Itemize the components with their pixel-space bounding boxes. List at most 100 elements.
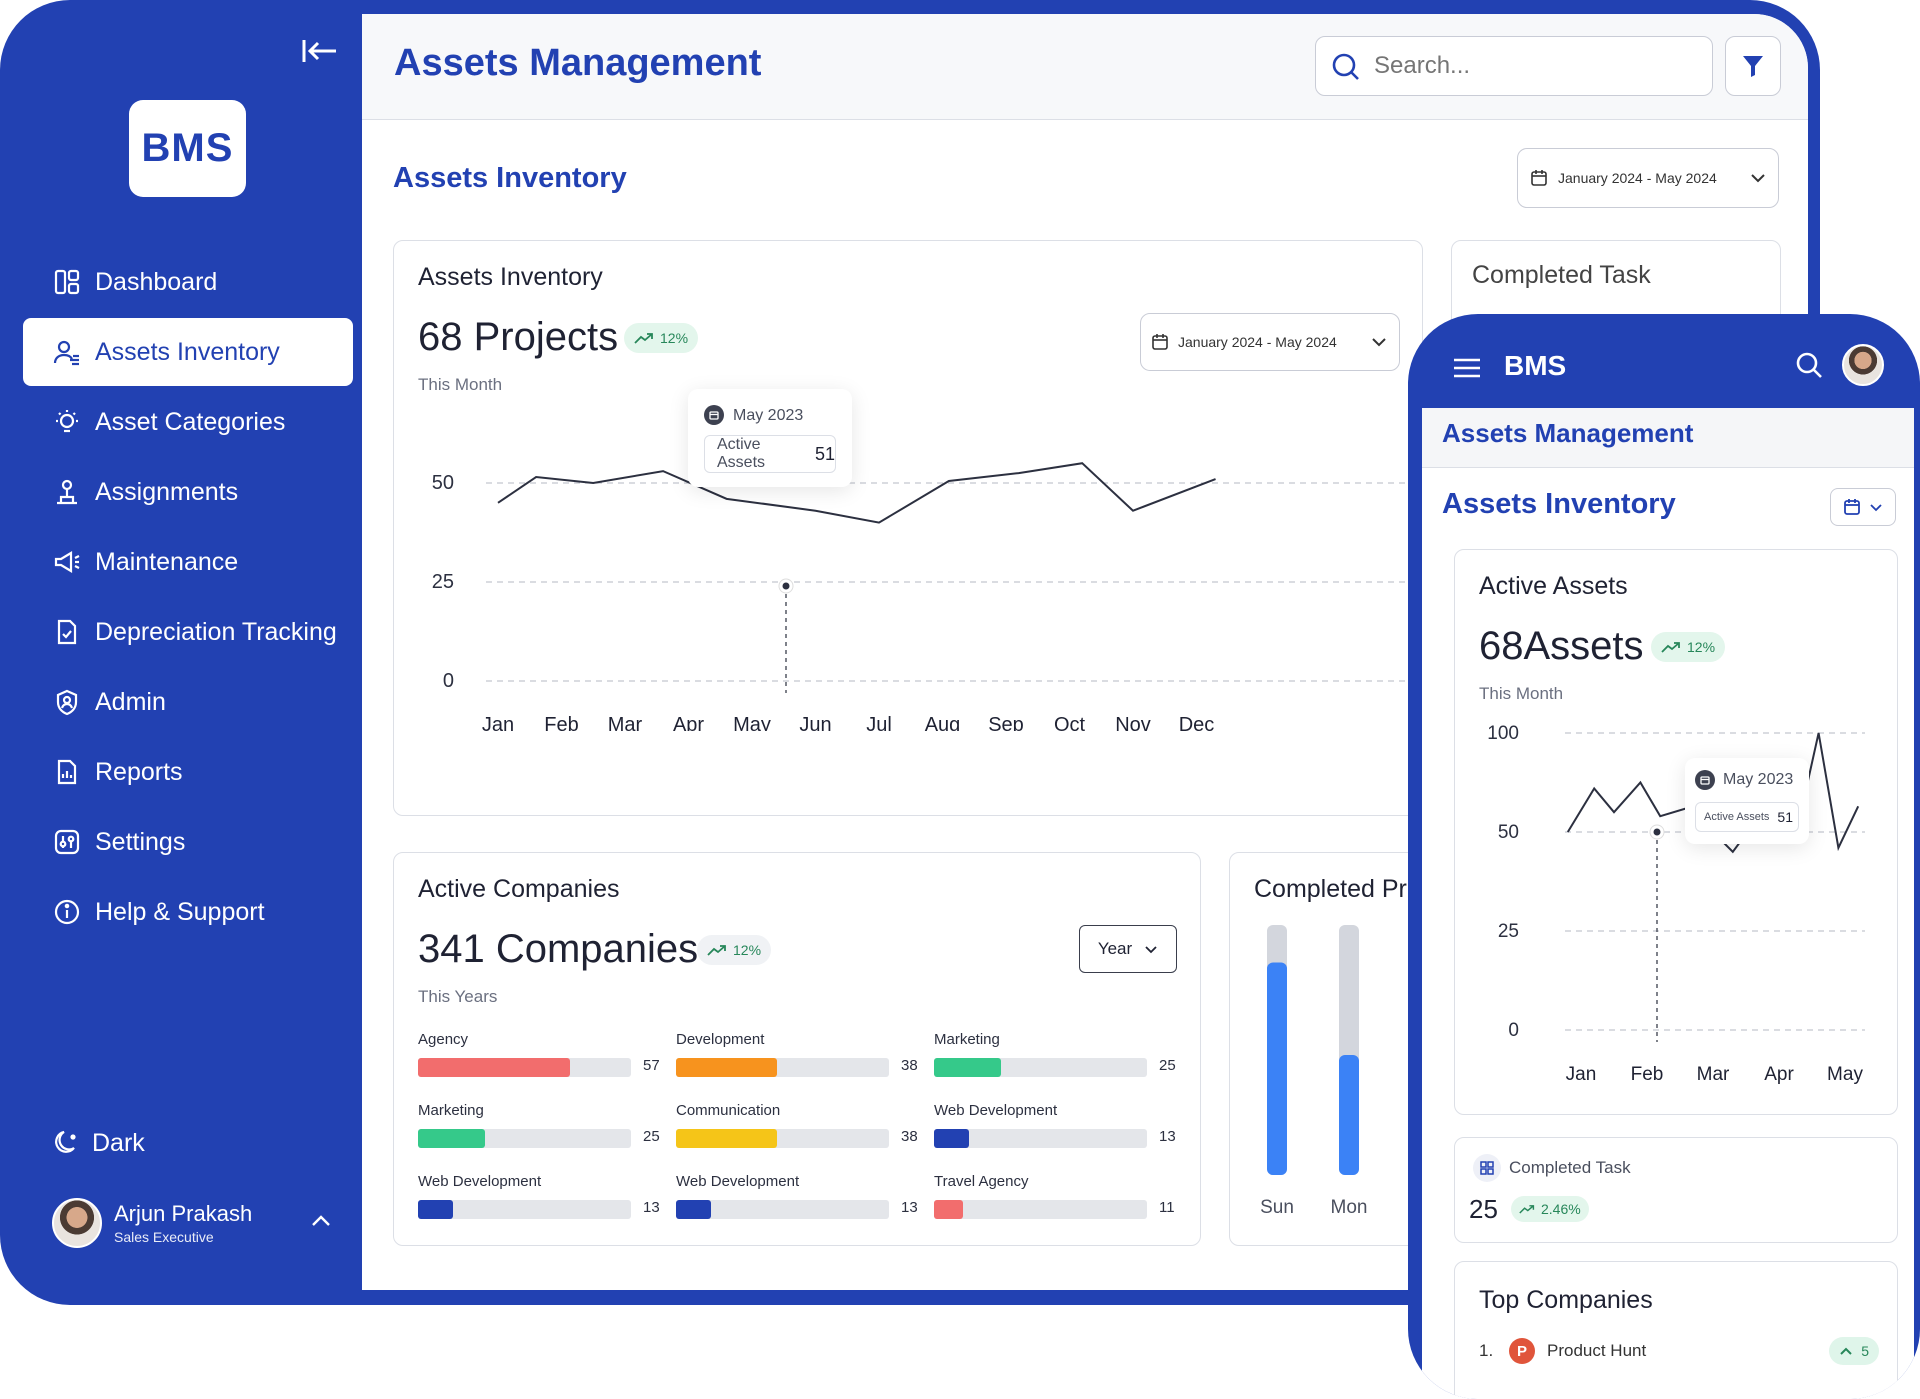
- sidebar-item-help-support[interactable]: Help & Support: [23, 878, 353, 946]
- sidebar-item-reports[interactable]: Reports: [23, 738, 353, 806]
- company-bar-fill: [676, 1129, 778, 1148]
- y-tick-label: 25: [1498, 921, 1519, 942]
- assets-line-chart[interactable]: 0 25 50 100 Jan Feb Mar Apr May Jun Jul Aug Sep Oct No…: [394, 391, 1422, 731]
- x-tick-label: Jan: [1566, 1064, 1597, 1085]
- company-bar-fill: [418, 1129, 485, 1148]
- company-bar-track: [676, 1129, 889, 1148]
- date-picker-button[interactable]: [1830, 488, 1896, 526]
- chevron-up-icon[interactable]: [310, 1214, 332, 1233]
- sidebar-item-label: Assignments: [95, 477, 239, 506]
- x-tick-label: Sun: [1260, 1197, 1294, 1218]
- collapse-sidebar-icon[interactable]: [300, 34, 340, 68]
- completed-task-card: Completed Task 25 2.46%: [1454, 1137, 1898, 1243]
- company-bar-item: Development 38: [676, 1031, 918, 1077]
- sidebar: BMS Dashboard Assets Inventory Asset Cat…: [0, 0, 362, 1305]
- sidebar-item-depreciation-tracking[interactable]: Depreciation Tracking: [23, 598, 353, 666]
- company-bar-track: [934, 1200, 1147, 1219]
- trend-value: 2.46%: [1541, 1201, 1581, 1217]
- sidebar-item-assignments[interactable]: Assignments: [23, 458, 353, 526]
- dark-mode-toggle[interactable]: Dark: [52, 1128, 145, 1158]
- sliders-icon: [53, 828, 81, 856]
- active-assets-card: Active Assets 68Assets 12% This Month 0 2…: [1454, 549, 1898, 1115]
- card-title: Active Assets: [1479, 572, 1628, 600]
- company-bar-item: Web Development 13: [676, 1173, 918, 1219]
- company-bar-track: [934, 1129, 1147, 1148]
- search-icon[interactable]: [1794, 350, 1824, 385]
- chevron-down-icon: [1870, 503, 1882, 511]
- series-line: [497, 462, 1216, 524]
- company-bar-label: Travel Agency: [934, 1173, 1029, 1190]
- trend-value: 12%: [733, 942, 762, 958]
- company-bar-value: 25: [643, 1128, 660, 1145]
- company-bar-fill: [418, 1200, 453, 1219]
- sidebar-item-label: Asset Categories: [95, 407, 286, 436]
- user-role: Sales Executive: [114, 1229, 214, 1245]
- dark-mode-label: Dark: [92, 1128, 145, 1157]
- y-tick-label: 50: [1498, 822, 1519, 843]
- sidebar-item-maintenance[interactable]: Maintenance: [23, 528, 353, 596]
- chart-date-range-picker[interactable]: January 2024 - May 2024: [1140, 313, 1400, 371]
- company-name: Product Hunt: [1547, 1341, 1647, 1360]
- filter-icon: [1743, 56, 1763, 77]
- sidebar-item-label: Dashboard: [95, 267, 218, 296]
- list-item[interactable]: 1. P Product Hunt 5: [1479, 1334, 1879, 1368]
- trend-badge: 12%: [1651, 632, 1726, 662]
- active-companies-card: Active Companies 341 Companies 12% This …: [393, 852, 1201, 1246]
- lightbulb-icon: [53, 408, 81, 436]
- company-bar-track: [676, 1058, 889, 1077]
- x-tick-label: Jan: [482, 714, 514, 731]
- sidebar-item-label: Settings: [95, 827, 186, 856]
- sidebar-item-assets-inventory[interactable]: Assets Inventory: [23, 318, 353, 386]
- card-title: Assets Inventory: [418, 263, 603, 291]
- trend-up-icon: [634, 333, 653, 344]
- product-hunt-logo-icon: P: [1509, 1338, 1535, 1364]
- marker-point: [1653, 828, 1661, 836]
- active-assets-line-chart[interactable]: 0 25 50 100 Jan Feb Mar Apr May: [1455, 700, 1895, 1100]
- search-box[interactable]: [1315, 36, 1713, 96]
- x-tick-label: Apr: [1764, 1064, 1794, 1085]
- sidebar-item-settings[interactable]: Settings: [23, 808, 353, 876]
- avatar[interactable]: [1842, 344, 1884, 386]
- x-tick-label: Dec: [1179, 714, 1215, 731]
- date-range-picker[interactable]: January 2024 - May 2024: [1517, 148, 1779, 208]
- card-title: Completed Pr: [1254, 875, 1407, 903]
- company-bar-value: 57: [643, 1057, 660, 1074]
- calendar-icon: [704, 405, 724, 425]
- dashboard-icon: [53, 268, 81, 296]
- bar: [1267, 962, 1287, 1175]
- app-logo: BMS: [129, 100, 246, 197]
- company-bar-label: Web Development: [934, 1102, 1058, 1119]
- company-bar-item: Web Development 13: [934, 1102, 1176, 1148]
- assignment-icon: [53, 478, 81, 506]
- period-label: This Month: [1479, 684, 1564, 703]
- sidebar-item-dashboard[interactable]: Dashboard: [23, 248, 353, 316]
- filter-button[interactable]: [1725, 36, 1781, 96]
- y-tick-label: 50: [432, 472, 454, 494]
- mobile-header: Assets Management: [1422, 408, 1914, 468]
- companies-count: 341 Companies: [418, 927, 699, 971]
- card-title: Completed Task: [1509, 1158, 1631, 1177]
- calendar-icon: [1695, 770, 1715, 790]
- x-tick-label: Apr: [673, 714, 704, 731]
- search-icon: [1330, 51, 1362, 88]
- marker-point: [782, 582, 790, 590]
- tooltip-label: Active Assets: [1704, 811, 1770, 823]
- x-tick-label: Sep: [988, 714, 1024, 731]
- top-bar: Assets Management: [362, 14, 1808, 120]
- user-profile[interactable]: Arjun Prakash Sales Executive: [52, 1198, 332, 1248]
- sidebar-item-asset-categories[interactable]: Asset Categories: [23, 388, 353, 456]
- completed-projects-bar-chart[interactable]: Sun Mon: [1230, 913, 1520, 1243]
- hamburger-menu-icon[interactable]: [1452, 356, 1482, 385]
- tooltip-label: Active Assets: [717, 436, 766, 471]
- sidebar-item-admin[interactable]: Admin: [23, 668, 353, 736]
- year-select-value: Year: [1097, 939, 1133, 958]
- search-input[interactable]: [1374, 52, 1674, 80]
- megaphone-icon: [53, 548, 81, 576]
- company-bar-track: [418, 1200, 631, 1219]
- x-tick-label: Jun: [799, 714, 831, 731]
- calendar-icon: [1844, 499, 1860, 515]
- app-logo: BMS: [1504, 350, 1567, 381]
- company-bar-item: Travel Agency 11: [934, 1173, 1175, 1219]
- user-list-icon: [53, 338, 81, 366]
- year-select[interactable]: Year: [1079, 925, 1177, 973]
